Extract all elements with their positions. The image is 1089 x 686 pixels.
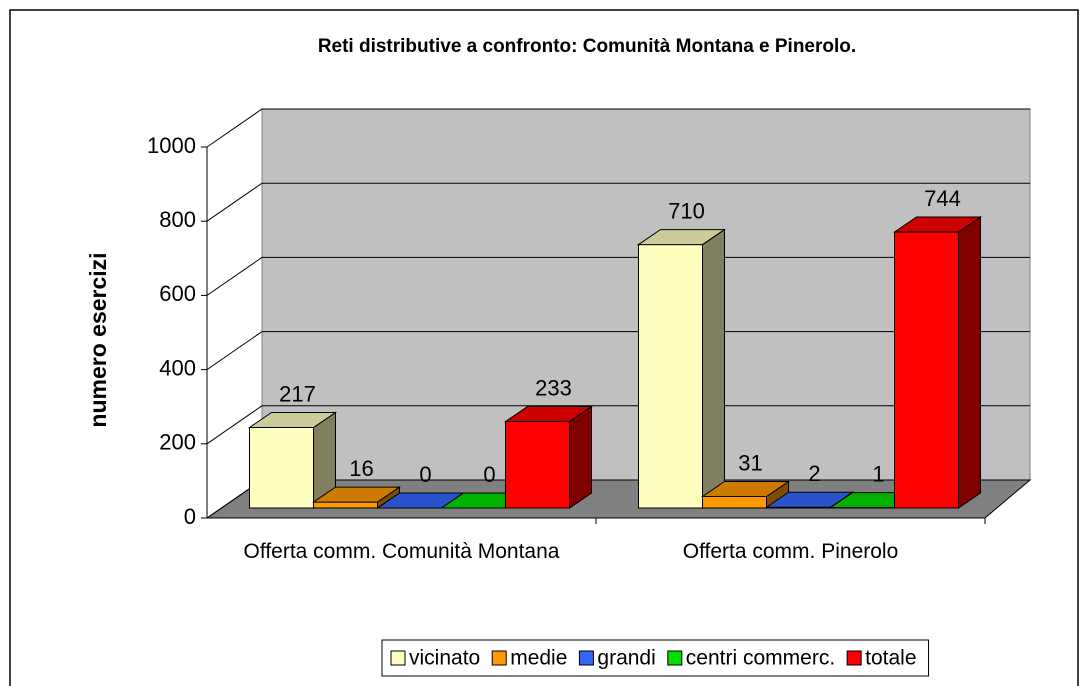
legend-swatch xyxy=(578,650,594,666)
value-label: 710 xyxy=(668,198,705,223)
legend-swatch xyxy=(390,650,406,666)
bar-top xyxy=(503,406,594,423)
grid-line xyxy=(206,182,1030,222)
legend-label: vicinato xyxy=(409,647,480,670)
bar-front xyxy=(505,421,570,509)
legend-swatch xyxy=(846,650,862,666)
value-label: 2 xyxy=(808,461,820,486)
value-label: 217 xyxy=(279,381,316,406)
x-tick-label: Offerta comm. Comunità Montana xyxy=(243,540,560,563)
bar-top xyxy=(892,216,983,233)
grid-line xyxy=(206,108,1030,148)
legend-label: medie xyxy=(510,647,567,670)
bar-top xyxy=(311,486,402,503)
bar-side xyxy=(958,216,981,509)
legend-swatch xyxy=(667,650,683,666)
bar xyxy=(636,228,727,509)
legend-label: totale xyxy=(865,647,916,670)
y-tick-label: 600 xyxy=(159,281,196,306)
y-tick-label: 0 xyxy=(184,504,196,529)
bar-top xyxy=(700,480,791,497)
bar xyxy=(892,216,983,509)
grid-line xyxy=(206,256,1030,296)
value-label: 31 xyxy=(738,450,762,475)
value-label: 744 xyxy=(924,186,961,211)
chart-title: Reti distributive a confronto: Comunità … xyxy=(318,36,856,57)
bar-side xyxy=(702,228,725,509)
bar-front xyxy=(638,244,703,509)
bar xyxy=(247,411,338,509)
legend-swatch xyxy=(491,650,507,666)
grid-line xyxy=(206,331,1030,371)
y-axis-label: numero esercizi xyxy=(85,252,111,427)
bar-front xyxy=(702,495,767,509)
y-tick-label: 200 xyxy=(159,430,196,455)
bar-top xyxy=(636,229,727,246)
x-tick-label: Offerta comm. Pinerolo xyxy=(682,540,899,563)
value-label: 1 xyxy=(872,461,884,486)
bar-front xyxy=(894,231,959,509)
y-tick-label: 800 xyxy=(159,207,196,232)
legend-label: centri commerc. xyxy=(686,647,835,670)
y-tick-label: 1000 xyxy=(147,133,196,158)
chart-border xyxy=(9,9,1079,686)
bar-front xyxy=(313,501,378,509)
bar-front xyxy=(249,426,314,509)
value-label: 0 xyxy=(483,462,495,487)
bar xyxy=(700,480,791,509)
bar xyxy=(311,486,402,509)
value-label: 0 xyxy=(419,462,431,487)
legend-box xyxy=(381,639,930,677)
legend-label: grandi xyxy=(597,647,655,670)
y-tick-label: 400 xyxy=(159,355,196,380)
value-label: 16 xyxy=(349,456,373,481)
bar xyxy=(503,405,594,509)
bar-top xyxy=(247,411,338,428)
grid-line xyxy=(206,405,1030,445)
value-label: 233 xyxy=(535,375,572,400)
bar-side xyxy=(569,405,592,509)
